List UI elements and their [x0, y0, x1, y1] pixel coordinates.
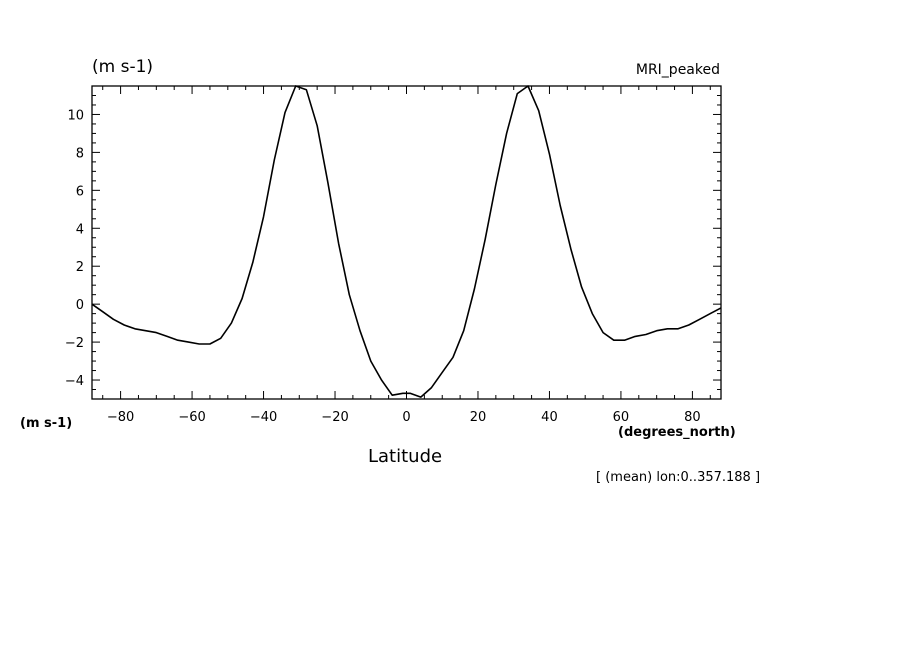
- x-tick-label: −80: [107, 410, 134, 425]
- y-axis-unit-top: (m s-1): [92, 57, 154, 77]
- y-tick-label: 8: [76, 146, 84, 161]
- x-tick-label: 0: [402, 410, 410, 425]
- x-axis-unit: (degrees_north): [618, 425, 736, 440]
- x-tick-label: −40: [250, 410, 277, 425]
- x-tick-label: −60: [178, 410, 205, 425]
- y-tick-label: 4: [76, 222, 84, 237]
- x-tick-label: 40: [541, 410, 558, 425]
- y-axis-unit-left: (m s-1): [20, 416, 73, 431]
- y-tick-label: −2: [65, 336, 84, 351]
- series-line: [91, 85, 722, 398]
- x-tick-label: 80: [684, 410, 701, 425]
- x-tick-label: −20: [321, 410, 348, 425]
- plot-frame: [91, 85, 722, 400]
- y-tick-label: 10: [67, 108, 84, 123]
- x-tick-label: 20: [470, 410, 487, 425]
- y-tick-label: 0: [76, 298, 84, 313]
- x-axis-title: Latitude: [368, 446, 443, 467]
- y-tick-label: 6: [76, 184, 84, 199]
- x-tick-label: 60: [613, 410, 630, 425]
- y-tick-label: 2: [76, 260, 84, 275]
- y-tick-label: −4: [65, 374, 84, 389]
- axis-ticks: [92, 85, 721, 400]
- averaging-footnote: [ (mean) lon:0..357.188 ]: [596, 470, 761, 485]
- model-name-label: MRI_peaked: [635, 62, 720, 78]
